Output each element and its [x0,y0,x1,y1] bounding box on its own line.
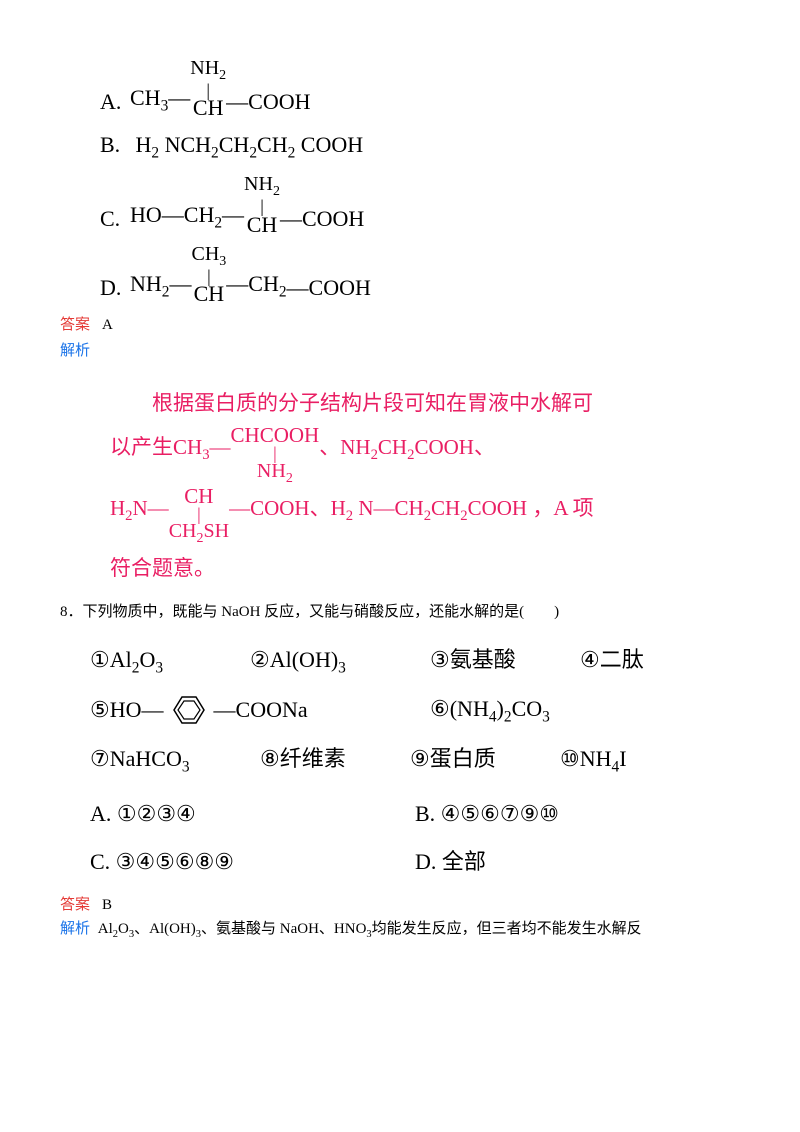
opt-b-label: B. [100,127,130,162]
option-b: B. H2 NCH2CH2CH2 COOH [100,127,740,166]
q8-choice-b: B. ④⑤⑥⑦⑨⑩ [415,790,740,838]
opt-c-post: —COOH [280,201,364,236]
explain-line2: 以产生 CH3— CHCOOH | NH2 、 NH2CH2COOH、 [110,425,740,485]
opt-a-label: A. [100,84,130,119]
q7-answer-label: 答案A [60,313,740,337]
opt-d-pre: NH2— [130,266,191,305]
q8-choice-d: D. 全部 [415,838,740,886]
q7-answer-value: A [102,317,113,333]
q8-answer-label: 答案B [60,893,740,917]
option-a: A. CH3— NH2 | CH —COOH [100,58,740,119]
q7-analysis-label: 解析 [60,339,740,363]
opt-a-branch: NH2 | CH [190,58,226,119]
q8-analysis: 解析 Al2O3、Al(OH)3、氨基酸与 NaOH、HNO3均能发生反应，但三… [60,917,740,944]
opt-d-branch: CH3 | CH [191,244,226,305]
option-c: C. HO—CH2— NH2 | CH —COOH [100,174,740,235]
opt-b-formula: H2 NCH2CH2CH2 COOH [136,132,364,157]
benzene-ring-icon [164,693,214,727]
opt-a-post: —COOH [226,84,310,119]
opt-c-label: C. [100,201,130,236]
q8-choice-a: A. ①②③④ [90,790,415,838]
opt-d-mid: —CH2 [226,266,286,305]
q8-choice-c: C. ③④⑤⑥⑧⑨ [90,838,415,886]
opt-a-pre: CH3— [130,80,190,119]
explain-line1: 根据蛋白质的分子结构片段可知在胃液中水解可 [110,381,740,425]
opt-d-label: D. [100,270,130,305]
explain-line3: H2N— CH | CH2SH —COOH 、 H2 N—CH2CH2COOH … [110,486,740,546]
q8-stem: 8．下列物质中，既能与 NaOH 反应，又能与硝酸反应，还能水解的是( ) [60,600,740,624]
q7-explanation: 根据蛋白质的分子结构片段可知在胃液中水解可 以产生 CH3— CHCOOH | … [110,381,740,590]
explain-last: 符合题意。 [110,546,740,590]
opt-d-post: —COOH [287,270,371,305]
option-d: D. NH2— CH3 | CH —CH2 —COOH [100,244,740,305]
opt-c-branch: NH2 | CH [244,174,280,235]
q8-answer-value: B [102,897,112,913]
q8-items: ①Al2O3 ②Al(OH)3 ③氨基酸 ④二肽 ⑤HO——COONa ⑥(NH… [90,636,740,887]
opt-c-pre: HO—CH2— [130,197,244,236]
